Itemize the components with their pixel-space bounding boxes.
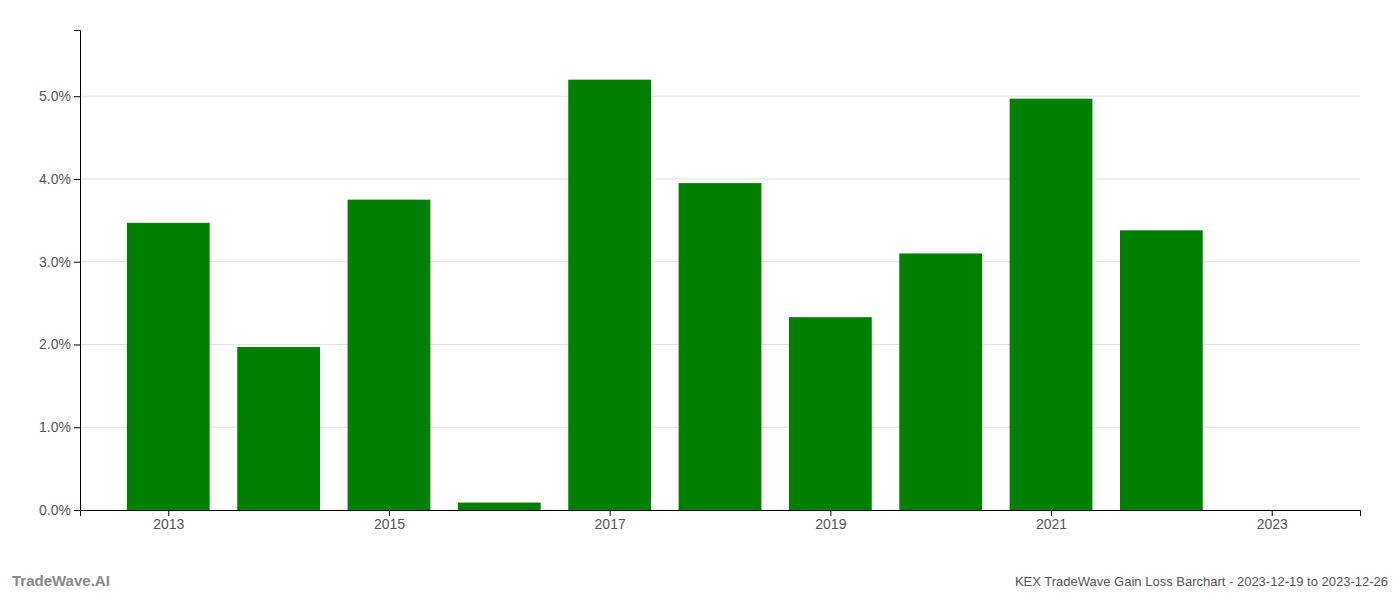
x-tick: 2017 [595, 510, 626, 532]
y-tick: 5.0% [39, 88, 80, 104]
bar [237, 347, 320, 510]
tick-label: 5.0% [39, 88, 71, 104]
x-tick: 2021 [1036, 510, 1067, 532]
tick-label: 0.0% [39, 502, 71, 518]
annotation: KEX TradeWave Gain Loss Barchart - 2023-… [1015, 574, 1388, 589]
bar [458, 503, 541, 510]
y-tick: 4.0% [39, 171, 80, 187]
tick-label: 4.0% [39, 171, 71, 187]
tick-label: 3.0% [39, 254, 71, 270]
bar [899, 253, 982, 510]
tick-mark [74, 96, 80, 97]
bar [127, 223, 210, 510]
x-tick: 2019 [815, 510, 846, 532]
y-axis: 0.0% 1.0% 2.0% 3.0% 4.0% 5.0% [39, 31, 80, 518]
bar [789, 317, 872, 510]
tick-label: 2015 [374, 516, 405, 532]
tick-label: 2.0% [39, 336, 71, 352]
axis-line [74, 31, 81, 511]
tick-mark [74, 427, 80, 428]
x-tick: 2013 [153, 510, 184, 532]
bar [1010, 99, 1093, 510]
bars [127, 80, 1203, 510]
x-tick: 2023 [1257, 510, 1288, 532]
y-tick: 0.0% [39, 502, 80, 518]
grid [80, 96, 1360, 510]
plot-area: 2013 2015 2017 2019 2021 2023 0.0% 1.0% 2.0% 3.0%… [39, 31, 1360, 532]
tick-label: 1.0% [39, 419, 71, 435]
tick-mark [74, 179, 80, 180]
tick-label: 2013 [153, 516, 184, 532]
bar [348, 200, 431, 510]
tick-label: 2023 [1257, 516, 1288, 532]
tick-label: 2021 [1036, 516, 1067, 532]
tick-mark [74, 262, 80, 263]
x-axis: 2013 2015 2017 2019 2021 2023 [81, 510, 1361, 532]
y-tick: 1.0% [39, 419, 80, 435]
x-tick: 2015 [374, 510, 405, 532]
grid-line [80, 96, 1360, 97]
chart: 2013 2015 2017 2019 2021 2023 0.0% 1.0% 2.0% 3.0%… [0, 0, 1400, 600]
axis-line [81, 511, 1361, 517]
tick-mark [74, 510, 80, 511]
bar [568, 80, 651, 510]
bar [1120, 230, 1203, 510]
tick-label: 2019 [815, 516, 846, 532]
grid-line [80, 178, 1360, 179]
y-tick: 2.0% [39, 336, 80, 352]
tick-mark [74, 344, 80, 345]
annotation: TradeWave.AI [12, 572, 110, 589]
y-tick: 3.0% [39, 254, 80, 270]
bar [679, 183, 762, 510]
tick-label: 2017 [595, 516, 626, 532]
